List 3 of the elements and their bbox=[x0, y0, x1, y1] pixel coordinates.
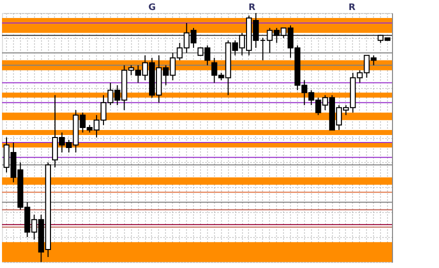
annotation: R bbox=[348, 3, 356, 13]
annotation: R bbox=[248, 3, 256, 13]
annotation: G bbox=[148, 3, 156, 13]
